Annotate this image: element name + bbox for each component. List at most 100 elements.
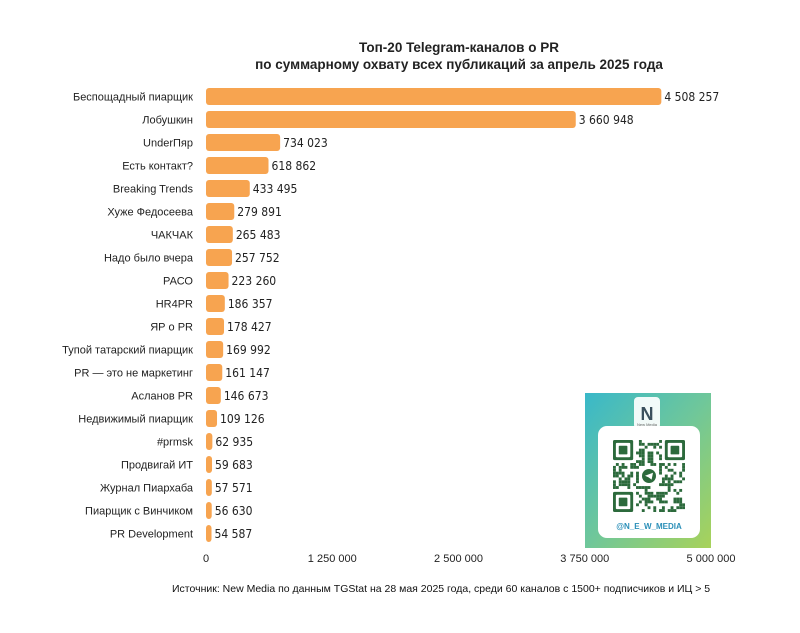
qr-module [661,494,665,498]
qr-module [618,465,622,469]
bar [206,525,212,542]
qr-module [627,474,631,478]
category-label: PR Development [110,529,193,541]
qr-module [664,491,668,495]
value-label: 3 660 948 [579,113,634,127]
qr-module [633,465,637,469]
qr-module [618,480,622,484]
qr-module [659,500,662,504]
value-label: 734 023 [283,136,328,150]
qr-module [661,509,665,512]
qr-module [659,471,662,475]
qr-module [633,463,637,466]
qr-module [673,500,677,504]
qr-module [667,477,671,481]
qr-module [667,509,671,512]
qr-module [659,457,662,461]
qr-module [647,457,651,461]
qr-module [673,488,677,492]
qr-module [659,509,662,512]
qr-module [641,486,645,489]
qr-module [644,486,648,489]
qr-module [638,460,642,464]
qr-module [636,503,639,507]
bar [206,502,212,519]
qr-module [641,457,645,461]
qr-module [615,471,619,475]
category-label: Надо было вчера [104,253,194,265]
qr-module [659,483,662,487]
qr-module [667,468,671,472]
qr-module [656,497,660,501]
qr-module [613,465,616,469]
bar [206,111,576,128]
qr-module [633,483,637,487]
qr-module [647,500,651,504]
qr-module [624,465,628,469]
qr-module [682,468,685,472]
qr-module [647,486,651,489]
qr-module [659,465,662,469]
qr-module [653,506,657,510]
category-label: Есть контакт? [122,161,193,173]
qr-module [670,509,674,512]
qr-finder-eye [670,445,680,455]
category-label: UnderПяр [143,138,193,150]
category-label: #prmsk [157,437,194,449]
qr-handle[interactable]: @N_E_W_MEDIA [616,522,682,531]
qr-code[interactable] [613,440,685,512]
bar [206,134,281,151]
qr-module [679,474,683,478]
bar [206,249,233,266]
value-label: 62 935 [215,435,253,449]
qr-module [647,506,651,510]
x-tick-label: 0 [203,553,209,565]
chart-title-line2: по суммарному охвату всех публикаций за … [255,57,663,72]
qr-module [679,500,683,504]
qr-module [670,474,674,478]
bar [206,479,212,496]
x-tick-label: 5 000 000 [687,553,736,565]
qr-module [638,500,642,504]
x-tick-label: 1 250 000 [308,553,357,565]
qr-module [621,471,625,475]
qr-module [641,442,645,446]
qr-module [650,454,654,458]
qr-module [636,465,639,469]
qr-module [627,486,631,489]
qr-module [676,500,680,504]
qr-module [661,477,665,481]
qr-module [621,463,625,466]
bars-group [206,88,662,542]
qr-module [647,454,651,458]
qr-module [638,442,642,446]
category-label: Продвигай ИТ [121,460,193,472]
qr-module [644,497,648,501]
qr-module [641,448,645,452]
qr-module [673,497,677,501]
qr-module [676,506,680,510]
value-label: 178 427 [227,320,272,334]
category-label: ЯР о PR [150,322,193,334]
bar [206,180,250,197]
qr-module [638,454,642,458]
qr-module [618,483,622,487]
qr-finder-eye [618,445,628,455]
qr-module [647,494,651,498]
qr-module [656,451,660,455]
bar [206,318,225,335]
qr-module [676,480,680,484]
category-label: Хуже Федосеева [107,207,193,219]
qr-module [670,506,674,510]
qr-module [613,471,616,475]
qr-module [636,480,639,484]
qr-module [661,483,665,487]
qr-module [661,500,665,504]
qr-module [613,468,616,472]
qr-module [682,477,685,481]
qr-module [664,500,668,504]
value-label: 54 587 [215,527,253,541]
qr-module [656,494,660,498]
bar [206,88,662,105]
category-label: HR4PR [156,299,193,311]
